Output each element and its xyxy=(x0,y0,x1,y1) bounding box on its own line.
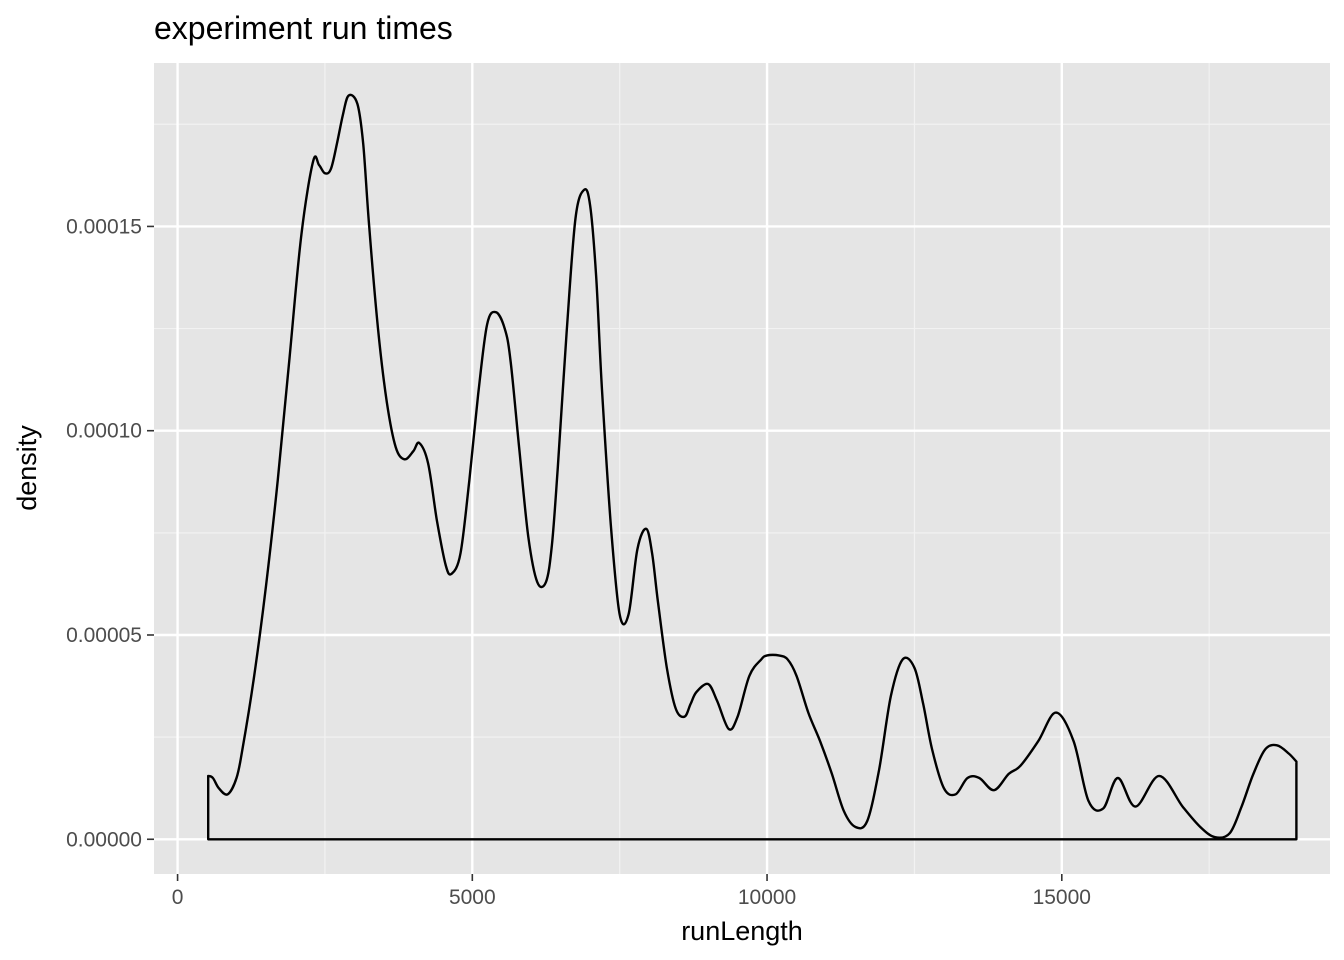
y-tick-label: 0.00000 xyxy=(66,828,142,851)
x-axis: 0 5000 10000 15000 xyxy=(172,874,1091,909)
y-tick-label: 0.00010 xyxy=(66,420,142,443)
x-tick-label: 15000 xyxy=(1033,886,1091,909)
x-tick-label: 0 xyxy=(172,886,184,909)
y-tick-label: 0.00015 xyxy=(66,215,142,238)
y-axis-title: density xyxy=(12,425,42,511)
y-tick-label: 0.00005 xyxy=(66,624,142,647)
x-axis-title: runLength xyxy=(681,916,803,946)
y-axis: 0.00000 0.00005 0.00010 0.00015 xyxy=(66,215,154,851)
minor-gridlines xyxy=(154,63,1330,874)
density-curve xyxy=(207,93,1298,841)
plot-panel xyxy=(154,63,1330,874)
x-tick-label: 5000 xyxy=(449,886,496,909)
chart-title: experiment run times xyxy=(154,10,453,46)
x-tick-label: 10000 xyxy=(738,886,796,909)
